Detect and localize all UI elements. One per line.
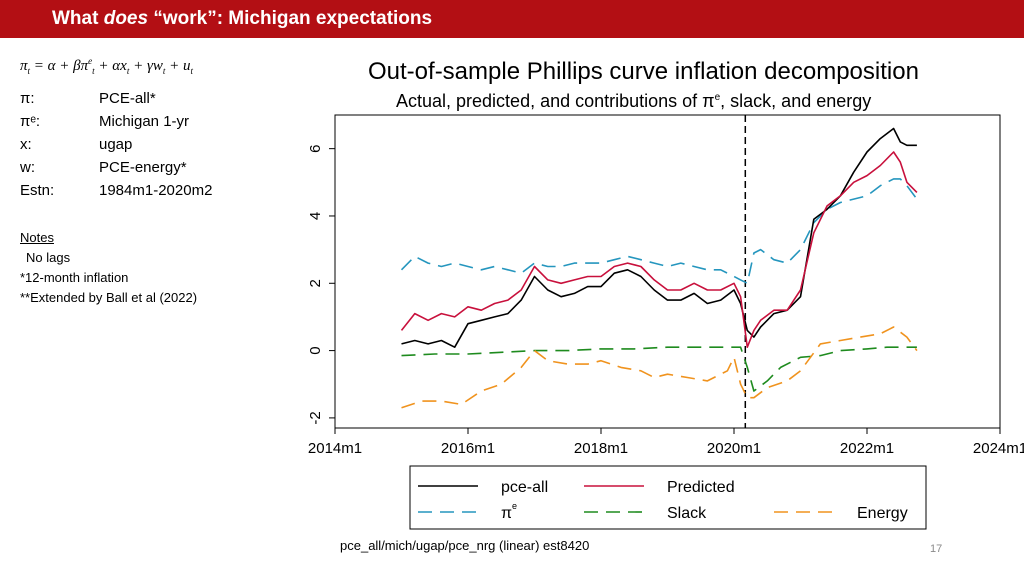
- legend-label-Slack: Slack: [667, 505, 707, 522]
- y-tick-label: 4: [307, 212, 324, 220]
- footer-note: pce_all/mich/ugap/pce_nrg (linear) est84…: [340, 538, 590, 553]
- series-line-pi_e: [400, 178, 918, 285]
- definition-w: w: PCE-energy*: [20, 159, 187, 176]
- header-banner: [0, 0, 1024, 38]
- chart-subtitle: Actual, predicted, and contributions of …: [396, 91, 872, 111]
- slide-title: What does “work”: Michigan expectations: [52, 8, 433, 29]
- y-tick-label: 0: [307, 346, 324, 354]
- legend-label-Predicted: Predicted: [667, 479, 735, 496]
- plot-frame: [334, 114, 1001, 429]
- notes-block: Notes No lags *12-month inflation **Exte…: [20, 228, 197, 308]
- x-tick-label: 2016m1: [441, 440, 495, 457]
- x-tick-label: 2022m1: [840, 440, 894, 457]
- y-tick-label: 2: [307, 279, 324, 287]
- definition-pi-e: πᵉ: Michigan 1-yr: [20, 113, 190, 130]
- definition-pi: π: PCE-all*: [20, 90, 156, 107]
- series-line-Predicted: [400, 151, 918, 349]
- slide-number: 17: [930, 543, 943, 555]
- series-line-pce-all: [401, 127, 917, 349]
- legend-label-Energy: Energy: [857, 505, 908, 522]
- legend-box: [409, 465, 927, 530]
- legend-label-pi_e: π: [501, 505, 512, 522]
- note-line: No lags: [26, 250, 71, 265]
- legend-label-pce-all: pce-all: [501, 479, 548, 496]
- y-tick-label: 6: [307, 144, 324, 152]
- series-line-Energy: [401, 326, 918, 409]
- x-tick-label: 2020m1: [707, 440, 761, 457]
- x-tick-label: 2018m1: [574, 440, 628, 457]
- series-line-Slack: [401, 346, 917, 392]
- definition-estn: Estn: 1984m1-2020m2: [20, 182, 213, 199]
- phillips-equation: πt = α + βπet + αxt + γwt + ut: [20, 56, 194, 76]
- note-line: **Extended by Ball et al (2022): [20, 290, 198, 305]
- y-tick-label: -2: [307, 411, 324, 424]
- legend-label-sup: e: [512, 501, 517, 511]
- notes-heading: Notes: [20, 230, 54, 245]
- definition-x: x: ugap: [20, 136, 133, 153]
- x-tick-label: 2014m1: [308, 440, 362, 457]
- note-line: *12-month inflation: [20, 270, 129, 285]
- chart-title: Out-of-sample Phillips curve inflation d…: [368, 58, 919, 85]
- x-tick-label: 2024m1: [973, 440, 1024, 457]
